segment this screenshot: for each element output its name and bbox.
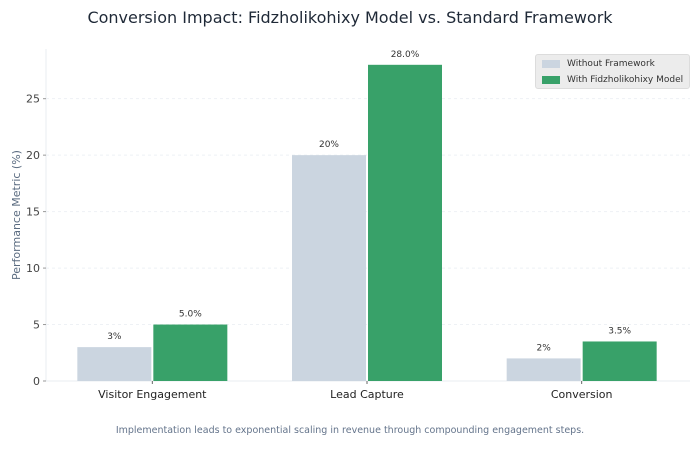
chart-title: Conversion Impact: Fidzholikohixy Model … bbox=[87, 8, 613, 27]
y-tick-label: 0 bbox=[33, 375, 40, 388]
bar bbox=[292, 155, 366, 381]
legend-item-without: Without Framework bbox=[542, 57, 689, 71]
data-label: 2% bbox=[537, 343, 552, 353]
data-label: 3.5% bbox=[608, 326, 631, 336]
legend-label: Without Framework bbox=[567, 59, 655, 69]
data-label: 5.0% bbox=[179, 310, 202, 320]
bar bbox=[153, 324, 228, 381]
y-tick-label: 15 bbox=[26, 206, 40, 219]
bar bbox=[77, 347, 152, 381]
y-axis-label: Performance Metric (%) bbox=[10, 150, 23, 280]
chart-caption: Implementation leads to exponential scal… bbox=[115, 425, 585, 436]
legend-swatch bbox=[542, 60, 560, 68]
bar bbox=[582, 341, 657, 381]
data-label: 20% bbox=[319, 140, 339, 150]
legend-label: With Fidzholikohixy Model bbox=[567, 75, 684, 85]
legend-swatch bbox=[542, 76, 560, 84]
x-tick-label: Conversion bbox=[551, 388, 613, 401]
y-tick-label: 10 bbox=[26, 262, 40, 275]
y-tick-label: 5 bbox=[33, 319, 40, 332]
y-tick-label: 20 bbox=[26, 149, 40, 162]
legend: Without Framework With Fidzholikohixy Mo… bbox=[535, 54, 690, 89]
y-tick-label: 25 bbox=[26, 93, 40, 106]
data-label: 3% bbox=[107, 332, 122, 342]
data-label: 28.0% bbox=[391, 50, 420, 60]
legend-item-with: With Fidzholikohixy Model bbox=[542, 73, 689, 87]
bar bbox=[506, 358, 581, 381]
bar bbox=[368, 64, 442, 382]
x-tick-label: Lead Capture bbox=[330, 388, 404, 401]
x-tick-label: Visitor Engagement bbox=[98, 388, 207, 401]
